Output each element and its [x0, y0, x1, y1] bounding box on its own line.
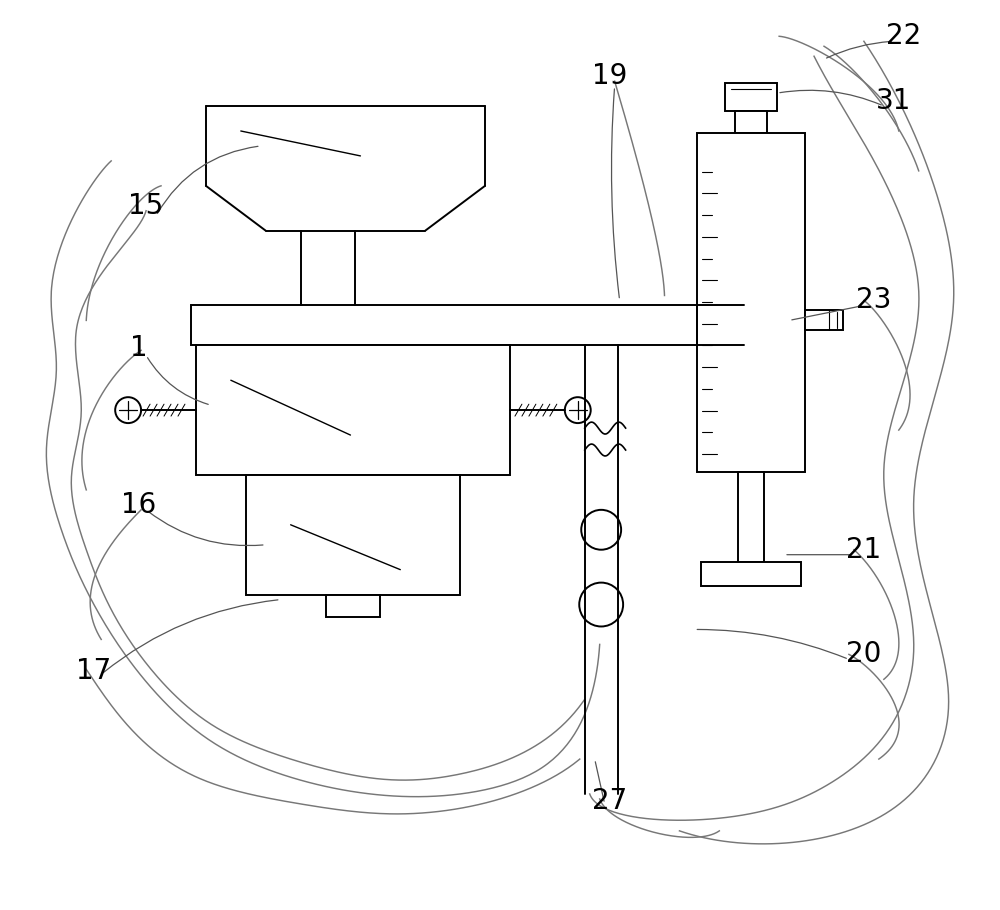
- Text: 20: 20: [846, 641, 882, 668]
- Text: 27: 27: [592, 787, 627, 815]
- Bar: [701, 561, 801, 586]
- Text: 1: 1: [130, 334, 148, 362]
- Text: 17: 17: [76, 657, 111, 685]
- Text: 22: 22: [886, 22, 921, 50]
- Bar: [191, 306, 744, 345]
- Bar: [805, 310, 843, 330]
- Text: 31: 31: [876, 87, 911, 115]
- Text: 16: 16: [121, 490, 157, 519]
- Bar: [725, 83, 777, 111]
- Bar: [326, 594, 380, 616]
- Bar: [738, 472, 764, 561]
- Bar: [246, 475, 460, 594]
- Bar: [196, 345, 510, 475]
- Text: 21: 21: [846, 536, 882, 563]
- Bar: [735, 111, 767, 133]
- Bar: [697, 133, 805, 472]
- Text: 15: 15: [128, 192, 164, 219]
- Text: 19: 19: [592, 62, 627, 90]
- Text: 23: 23: [856, 287, 892, 315]
